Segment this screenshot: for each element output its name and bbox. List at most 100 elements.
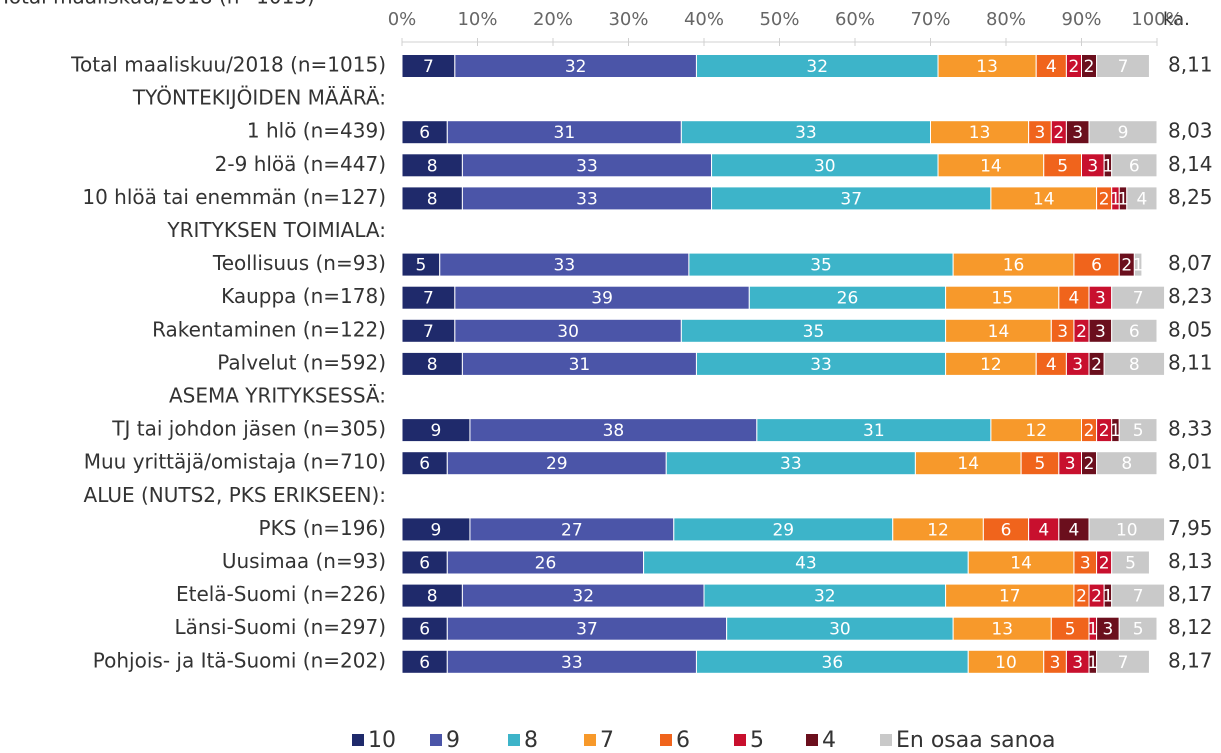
data-label: 33 xyxy=(554,256,576,276)
data-label: 6 xyxy=(1091,256,1102,276)
data-label: 3 xyxy=(1087,156,1098,176)
data-label: 1 xyxy=(1087,653,1098,673)
legend-swatch xyxy=(880,734,892,746)
data-label: 3 xyxy=(1103,620,1114,640)
bar-segment xyxy=(1103,351,1166,376)
bar-segment xyxy=(1118,616,1158,641)
bar-segment xyxy=(1088,120,1158,145)
data-label: 33 xyxy=(795,123,817,143)
category-label: ALUE (NUTS2, PKS ERIKSEEN): xyxy=(84,483,386,507)
data-label: 8 xyxy=(427,587,438,607)
data-label: 2 xyxy=(1091,587,1102,607)
data-label: 32 xyxy=(814,587,836,607)
x-tick-label: 10% xyxy=(457,9,497,30)
data-label: 7 xyxy=(1118,653,1129,673)
data-label: 6 xyxy=(419,620,430,640)
data-label: 2 xyxy=(1076,587,1087,607)
data-label: 2 xyxy=(1099,421,1110,441)
bar-segment xyxy=(1088,517,1166,542)
data-label: 6 xyxy=(1129,322,1140,342)
data-label: 6 xyxy=(419,123,430,143)
data-label: 14 xyxy=(980,156,1002,176)
data-label: 6 xyxy=(1129,156,1140,176)
category-label: 1 hlö (n=439) xyxy=(247,119,386,143)
data-label: 27 xyxy=(561,520,583,540)
data-label: 4 xyxy=(1046,57,1057,77)
data-label: 14 xyxy=(1033,189,1055,209)
data-label: 6 xyxy=(1001,520,1012,540)
data-label: 6 xyxy=(419,653,430,673)
data-label: 30 xyxy=(829,620,851,640)
legend-label: 5 xyxy=(750,728,764,753)
data-label: 33 xyxy=(561,653,583,673)
legend-swatch xyxy=(430,734,442,746)
average-label: 8,11 xyxy=(1168,53,1213,77)
legend-swatch xyxy=(352,734,364,746)
average-label: 8,17 xyxy=(1168,582,1213,606)
data-label: 2 xyxy=(1084,421,1095,441)
bar-segment xyxy=(1118,418,1158,443)
category-label: TYÖNTEKIJÖIDEN MÄÄRÄ: xyxy=(132,86,386,110)
average-label: 8,01 xyxy=(1168,450,1213,474)
data-label: 2 xyxy=(1099,189,1110,209)
data-label: 33 xyxy=(576,189,598,209)
data-label: 32 xyxy=(572,587,594,607)
legend-swatch xyxy=(806,734,818,746)
data-label: 7 xyxy=(423,289,434,309)
data-label: 14 xyxy=(988,322,1010,342)
data-label: 3 xyxy=(1095,289,1106,309)
category-label: Muu yrittäjä/omistaja (n=710) xyxy=(84,450,386,474)
x-tick-label: 40% xyxy=(684,9,724,30)
data-label: 8 xyxy=(427,355,438,375)
data-label: 4 xyxy=(1136,189,1147,209)
average-header: ka. xyxy=(1163,9,1190,30)
bar-segment xyxy=(1096,451,1158,476)
data-label: 8 xyxy=(1129,355,1140,375)
data-label: 13 xyxy=(976,57,998,77)
legend-swatch xyxy=(584,734,596,746)
average-label: 8,17 xyxy=(1168,648,1213,672)
legend-label: 7 xyxy=(600,728,614,753)
data-label: 2 xyxy=(1053,123,1064,143)
data-label: 31 xyxy=(554,123,576,143)
data-label: 32 xyxy=(806,57,828,77)
data-label: 4 xyxy=(1069,289,1080,309)
data-label: 1 xyxy=(1110,189,1121,209)
data-label: 6 xyxy=(419,554,430,574)
data-label: 5 xyxy=(1057,156,1068,176)
data-label: 3 xyxy=(1080,554,1091,574)
x-tick-label: 80% xyxy=(986,9,1026,30)
data-label: 13 xyxy=(991,620,1013,640)
data-label: 3 xyxy=(1035,123,1046,143)
data-label: 17 xyxy=(999,587,1021,607)
data-label: 2 xyxy=(1084,57,1095,77)
data-label: 4 xyxy=(1046,355,1057,375)
bar-segment xyxy=(1133,252,1143,277)
data-label: 35 xyxy=(803,322,825,342)
average-label: 8,14 xyxy=(1168,152,1213,176)
data-label: 38 xyxy=(603,421,625,441)
data-label: 7 xyxy=(1133,587,1144,607)
data-label: 9 xyxy=(431,421,442,441)
average-label: 8,25 xyxy=(1168,185,1213,209)
data-label: 1 xyxy=(1118,189,1129,209)
x-tick-label: 30% xyxy=(608,9,648,30)
category-label: Kauppa (n=178) xyxy=(221,284,386,308)
category-label: Uusimaa (n=93) xyxy=(222,549,386,573)
data-label: 36 xyxy=(822,653,844,673)
legend-swatch xyxy=(734,734,746,746)
data-label: 7 xyxy=(1133,289,1144,309)
data-label: 26 xyxy=(535,554,557,574)
legend-swatch xyxy=(508,734,520,746)
category-label: 10 hlöä tai enemmän (n=127) xyxy=(82,185,386,209)
data-label: 3 xyxy=(1057,322,1068,342)
data-label: 10 xyxy=(1116,520,1138,540)
category-label: Total maaliskuu/2018 (n=1015) xyxy=(70,53,386,77)
data-label: 37 xyxy=(840,189,862,209)
category-label: ASEMA YRITYKSESSÄ: xyxy=(169,384,386,408)
average-label: 8,05 xyxy=(1168,317,1213,341)
data-label: 1 xyxy=(1087,620,1098,640)
data-label: 14 xyxy=(957,454,979,474)
data-label: 30 xyxy=(557,322,579,342)
data-label: 5 xyxy=(1125,554,1136,574)
